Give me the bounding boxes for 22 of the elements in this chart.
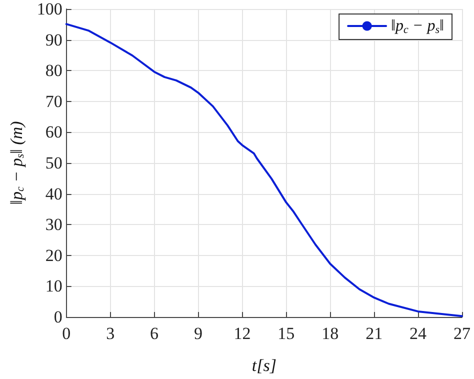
y-tick-label: 0 [54,308,62,326]
x-tick-label: 21 [366,324,383,343]
y-tick-label: 90 [45,30,62,50]
x-tick-label: 15 [278,324,295,343]
y-tick-label: 80 [45,61,62,80]
y-tick-label: 30 [45,215,62,234]
y-axis-title: ‖pc − ps‖ (m) [7,120,26,205]
y-tick-label: 10 [45,276,62,296]
y-tick-label: 20 [45,246,62,265]
x-axis-title: t[s] [252,356,276,375]
x-tick-label: 3 [106,324,115,343]
x-tick-label: 24 [410,324,428,343]
y-tick-label: 40 [45,184,62,204]
x-tick-label: 12 [234,324,251,343]
x-tick-label: 9 [194,324,203,343]
y-tick-label: 50 [45,154,62,172]
y-tick-label: 100 [36,0,62,18]
x-tick-label: 18 [322,324,339,343]
x-tick-label: 27 [454,324,471,343]
y-tick-label: 60 [45,122,62,142]
y-tick-label: 70 [45,92,62,111]
x-tick-label: 6 [150,324,159,343]
